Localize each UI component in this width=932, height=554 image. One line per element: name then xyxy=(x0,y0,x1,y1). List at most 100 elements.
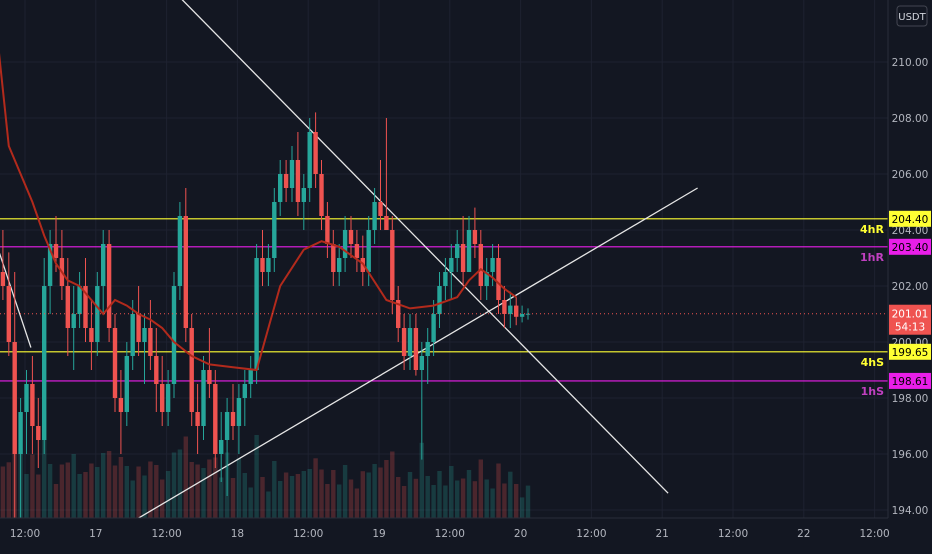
x-tick-label: 12:00 xyxy=(10,528,40,540)
level-tag-1hS: 198.61 xyxy=(892,376,929,388)
candle-body xyxy=(18,412,23,454)
candle-body xyxy=(207,370,212,384)
candle-body xyxy=(213,384,218,454)
trendline xyxy=(0,252,32,348)
volume-bar xyxy=(342,465,348,518)
moving-average-line xyxy=(0,52,517,372)
candle-body xyxy=(24,384,29,412)
candle-body xyxy=(295,160,301,202)
price-axis-bg xyxy=(888,0,932,550)
volume-bar xyxy=(36,474,41,518)
candle-body xyxy=(342,230,348,258)
candle-body xyxy=(319,174,324,216)
candle-body xyxy=(478,244,483,286)
volume-bar xyxy=(325,484,330,518)
candle-body xyxy=(455,244,460,258)
volume-bar xyxy=(295,474,301,518)
y-tick-label: 198.00 xyxy=(892,393,929,405)
moving-average-layer xyxy=(0,52,517,372)
candle-body xyxy=(289,160,295,188)
x-tick-label: 17 xyxy=(89,528,102,540)
volume-bar xyxy=(189,462,194,518)
candle-body xyxy=(236,398,242,426)
candle-body xyxy=(484,272,489,286)
x-tick-label: 12:00 xyxy=(151,528,181,540)
volume-bar xyxy=(390,451,395,518)
volume-bar xyxy=(425,476,430,518)
x-tick-label: 12:00 xyxy=(293,528,323,540)
volume-bar xyxy=(154,465,159,518)
volume-bar xyxy=(313,458,318,518)
volume-bar xyxy=(319,469,324,518)
x-tick-label: 12:00 xyxy=(435,528,465,540)
volume-bar xyxy=(71,454,76,518)
volume-bar xyxy=(443,485,448,518)
level-tag-box-4hR xyxy=(889,210,931,227)
candle-body xyxy=(0,272,6,286)
volume-bar xyxy=(289,476,295,518)
y-tick-label: 196.00 xyxy=(892,449,929,461)
volume-bar xyxy=(106,451,112,518)
volume-bar xyxy=(366,472,371,518)
volume-bar xyxy=(331,470,336,518)
volume-bar xyxy=(201,468,206,518)
volume-bar xyxy=(525,485,531,518)
volume-bar xyxy=(53,484,59,518)
candle-body xyxy=(443,272,448,286)
candle-body xyxy=(272,202,277,258)
candle-body xyxy=(42,286,47,440)
candle-body xyxy=(142,328,147,342)
volume-bar xyxy=(502,483,507,518)
candle-body xyxy=(396,300,401,328)
candle-body xyxy=(219,440,224,454)
level-label-1hS: 1hS xyxy=(861,385,884,398)
volume-bar xyxy=(59,464,65,518)
candle-body xyxy=(36,426,41,440)
candle-body xyxy=(301,188,306,202)
volume-bar xyxy=(219,477,224,518)
volume-bar xyxy=(372,464,377,518)
volume-bar xyxy=(248,487,253,518)
candle-body xyxy=(366,230,371,272)
level-tag-4hR: 204.40 xyxy=(892,214,929,226)
trendline xyxy=(80,187,698,553)
candle-body xyxy=(378,202,383,216)
candle-body xyxy=(431,314,436,342)
grid xyxy=(0,0,888,518)
candle-body xyxy=(401,328,407,356)
candle-body xyxy=(449,258,454,272)
volume-bar xyxy=(466,470,472,518)
candle-body xyxy=(112,328,118,398)
candles-layer xyxy=(0,112,531,538)
x-tick-label: 22 xyxy=(797,528,810,540)
candle-body xyxy=(89,328,94,342)
candle-body xyxy=(154,356,159,384)
volume-bar xyxy=(307,469,312,518)
candle-body xyxy=(183,216,188,328)
volume-bar xyxy=(207,459,212,518)
level-tag-box-1hS xyxy=(889,372,931,389)
volume-bar xyxy=(401,486,407,518)
volume-bar xyxy=(6,462,11,518)
candle-body xyxy=(460,244,466,272)
candle-body xyxy=(514,305,519,317)
volume-bar xyxy=(407,472,413,518)
candle-body xyxy=(496,258,501,300)
volume-bar xyxy=(124,466,129,518)
volume-bar xyxy=(83,472,88,518)
y-tick-label: 210.00 xyxy=(892,57,929,69)
y-tick-label: 194.00 xyxy=(892,505,929,517)
level-label-4hR: 4hR xyxy=(860,223,884,236)
candle-body xyxy=(437,286,442,314)
level-label-1hR: 1hR xyxy=(860,251,884,264)
candle-body xyxy=(171,286,177,384)
volume-bar xyxy=(42,411,47,518)
candle-body xyxy=(83,286,88,328)
candle-body xyxy=(384,216,389,230)
candle-body xyxy=(472,230,478,244)
candle-body xyxy=(160,384,165,412)
